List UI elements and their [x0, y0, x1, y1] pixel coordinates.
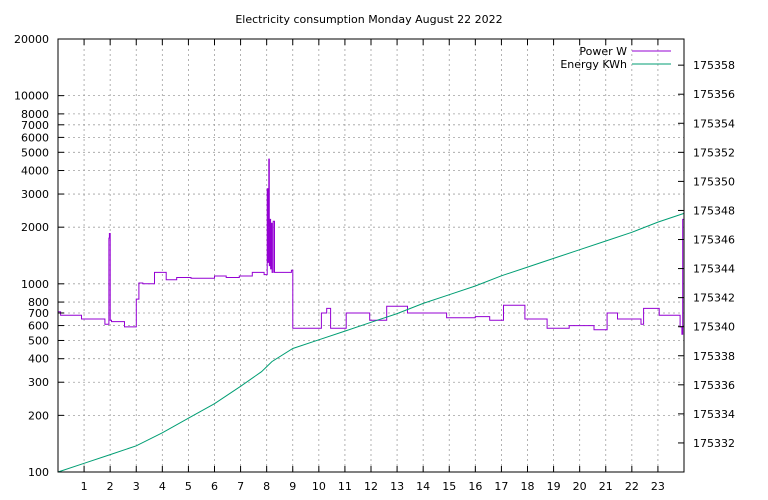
x-tick-label: 15	[442, 480, 456, 493]
x-tick-label: 17	[494, 480, 508, 493]
y-right-tick-label: 175332	[693, 437, 735, 450]
legend-label-energy: Energy KWh	[560, 58, 627, 71]
y-left-tick-label: 100	[28, 466, 49, 479]
y-right-tick-label: 175340	[693, 321, 735, 334]
y-left-tick-label: 1000	[21, 278, 49, 291]
y-left-tick-label: 7000	[21, 119, 49, 132]
x-tick-label: 12	[364, 480, 378, 493]
x-tick-label: 16	[468, 480, 482, 493]
y-left-tick-label: 3000	[21, 188, 49, 201]
y-right-tick-label: 175354	[693, 117, 735, 130]
x-tick-label: 4	[159, 480, 166, 493]
y-left-tick-label: 6000	[21, 131, 49, 144]
y-right-tick-label: 175346	[693, 234, 735, 247]
y-right-tick-label: 175344	[693, 263, 735, 276]
y-left-tick-label: 300	[28, 376, 49, 389]
y-left-tick-label: 400	[28, 353, 49, 366]
x-tick-label: 13	[390, 480, 404, 493]
y-right-tick-label: 175336	[693, 379, 735, 392]
x-tick-label: 7	[237, 480, 244, 493]
legend-label-power: Power W	[579, 45, 627, 58]
y-right-tick-label: 175358	[693, 59, 735, 72]
x-tick-label: 8	[263, 480, 270, 493]
y-right-tick-label: 175348	[693, 204, 735, 217]
grid	[58, 38, 684, 473]
y-right-tick-label: 175350	[693, 175, 735, 188]
x-tick-label: 14	[416, 480, 430, 493]
x-tick-label: 9	[289, 480, 296, 493]
x-tick-label: 18	[521, 480, 535, 493]
x-tick-label: 20	[573, 480, 587, 493]
y-left-tick-label: 500	[28, 334, 49, 347]
x-tick-label: 19	[547, 480, 561, 493]
ticks: 1 2 3 4 5 6 7 8 9 10 11 12 13 14 15 16 17 18 19 20 21 22 23100…	[14, 33, 735, 493]
x-tick-label: 23	[651, 480, 665, 493]
y-left-tick-label: 700	[28, 307, 49, 320]
x-tick-label: 11	[338, 480, 352, 493]
x-tick-label: 3	[133, 480, 140, 493]
y-right-tick-label: 175342	[693, 292, 735, 305]
x-tick-label: 22	[625, 480, 639, 493]
y-right-tick-label: 175338	[693, 350, 735, 363]
x-tick-label: 2	[107, 480, 114, 493]
y-left-tick-label: 20000	[14, 33, 49, 46]
x-tick-label: 6	[211, 480, 218, 493]
x-tick-label: 10	[312, 480, 326, 493]
x-tick-label: 1	[81, 480, 88, 493]
y-left-tick-label: 200	[28, 409, 49, 422]
y-left-tick-label: 5000	[21, 146, 49, 159]
y-right-tick-label: 175334	[693, 408, 735, 421]
y-left-tick-label: 4000	[21, 165, 49, 178]
y-left-tick-label: 800	[28, 296, 49, 309]
power-series-line	[58, 158, 684, 335]
chart-title: Electricity consumption Monday August 22…	[235, 13, 502, 26]
y-left-tick-label: 10000	[14, 90, 49, 103]
series-layer	[57, 158, 685, 473]
y-left-tick-label: 8000	[21, 108, 49, 121]
legend: Power W Energy KWh	[560, 45, 671, 71]
x-tick-label: 5	[185, 480, 192, 493]
y-right-tick-label: 175352	[693, 146, 735, 159]
y-left-tick-label: 600	[28, 320, 49, 333]
x-tick-label: 21	[599, 480, 613, 493]
energy-series-line	[57, 212, 685, 473]
y-left-tick-label: 2000	[21, 221, 49, 234]
y-right-tick-label: 175356	[693, 88, 735, 101]
